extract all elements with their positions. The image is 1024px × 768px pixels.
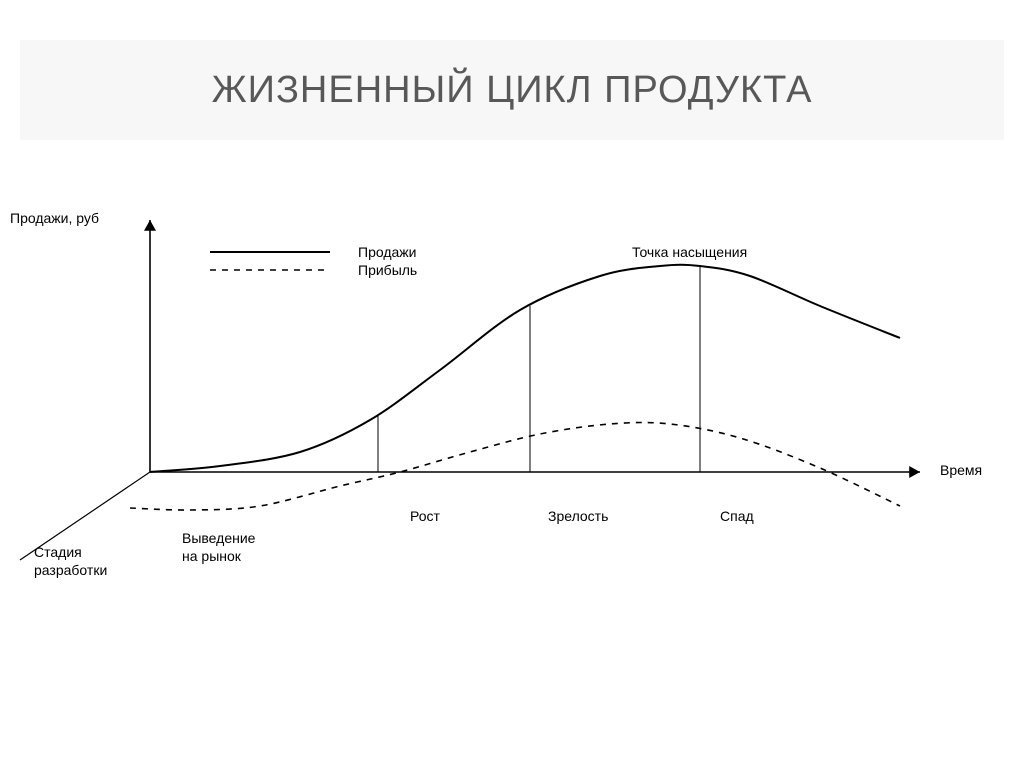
page-root: ЖИЗНЕННЫЙ ЦИКЛ ПРОДУКТА Продажи, руб Вре… (0, 0, 1024, 768)
saturation-label: Точка насыщения (632, 244, 747, 262)
stage-intro-label: Выведение на рынок (182, 530, 255, 565)
stage-maturity-label: Зрелость (548, 508, 608, 526)
title-bar: ЖИЗНЕННЫЙ ЦИКЛ ПРОДУКТА (20, 40, 1004, 140)
chart-area (0, 210, 1024, 630)
stage-decline-label: Спад (720, 508, 754, 526)
page-title: ЖИЗНЕННЫЙ ЦИКЛ ПРОДУКТА (212, 69, 813, 112)
legend-profit-label: Прибыль (358, 262, 417, 280)
stage-dev-label: Стадия разработки (34, 544, 107, 579)
legend-sales-label: Продажи (358, 244, 416, 262)
x-axis-label: Время (940, 462, 982, 480)
stage-growth-label: Рост (410, 508, 440, 526)
lifecycle-chart-svg (0, 210, 1024, 610)
